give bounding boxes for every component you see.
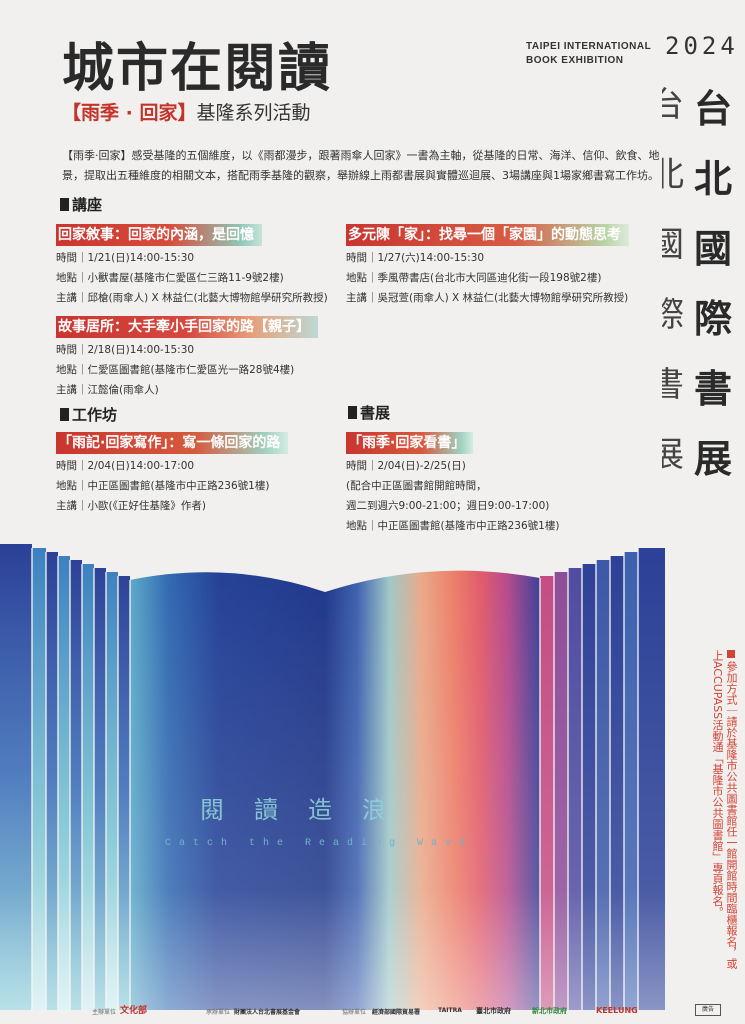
subtitle-rest: 基隆系列活動	[196, 102, 311, 124]
fair-en-line2: BOOK EXHIBITION	[526, 55, 624, 66]
book-fair-english-name: TAIPEI INTERNATIONAL BOOK EXHIBITION	[526, 40, 651, 68]
event-title: 「雨記·回家寫作」：寫一條回家的路	[56, 432, 289, 454]
vertical-char: 台	[693, 86, 732, 131]
event-host: 主講｜吳冠萱(雨傘人) X 林益仁(北藝大博物館學研究所教授)	[346, 292, 629, 304]
moc-logo: 文化部	[120, 1006, 148, 1016]
vertical-char-row: 展展	[662, 420, 732, 490]
vertical-char-row: 台台	[662, 70, 732, 140]
event-time: 時間｜2/18(日)14:00-15:30	[56, 344, 195, 356]
vertical-char-row: 國國	[662, 210, 732, 280]
event-card: 「雨季·回家看書」 時間｜2/04(日)-2/25(日) (配合中正區圖書館開館…	[346, 432, 559, 536]
motto-english: Catch the Reading Wave	[165, 838, 474, 849]
boft-logo: 經濟部國際貿易署	[372, 1009, 421, 1016]
fair-year: 2024	[665, 32, 739, 60]
vertical-char: 書	[693, 366, 732, 411]
square-bullet-icon	[727, 650, 735, 658]
organizer-label: 主辦單位	[92, 1009, 117, 1016]
ntpc-logo: 新北市政府	[532, 1007, 567, 1015]
fair-en-line1: TAIPEI INTERNATIONAL	[526, 41, 652, 52]
poster-title: 城市在閱讀	[62, 39, 333, 99]
half-char: 台	[662, 85, 686, 125]
half-char-glyph: 際	[662, 295, 684, 335]
section-heading-exhibition: 書展	[348, 402, 390, 423]
event-title: 「雨季·回家看書」	[346, 432, 474, 454]
taipei-gov-logo: 臺北市政府	[476, 1007, 511, 1015]
half-char-glyph: 國	[662, 225, 684, 265]
half-char-glyph: 台	[662, 85, 684, 125]
vertical-char: 北	[693, 156, 732, 201]
half-char: 書	[662, 365, 686, 405]
event-place: 地點｜中正區圖書館(基隆市中正路236號1樓)	[346, 520, 560, 532]
keelung-logo: KEELUNG	[596, 1006, 638, 1015]
half-char-glyph: 北	[662, 155, 684, 195]
executor-label: 承辦單位	[206, 1009, 231, 1016]
event-host: 主講｜邱槍(雨傘人) X 林益仁(北藝大博物館學研究所教授)	[56, 292, 328, 304]
section-heading-lectures: 講座	[60, 194, 102, 215]
event-time: 時間｜2/04(日)14:00-17:00	[56, 460, 195, 472]
event-time: 時間｜1/27(六)14:00-15:30	[346, 252, 485, 264]
half-char: 展	[662, 435, 686, 475]
intro-paragraph: 【雨季‧回家】感受基隆的五個維度，以《雨都漫步，跟著雨傘人回家》一書為主軸，從基…	[62, 149, 660, 182]
event-title: 多元陳「家」：找尋一個「家園」的動態思考	[346, 224, 629, 246]
event-card: 回家敘事：回家的內涵，是回憶 時間｜1/21(日)14:00-15:30 地點｜…	[56, 224, 328, 308]
event-note: 週二到週六9:00-21:00；週日9:00-17:00)	[346, 500, 550, 512]
event-card: 故事居所：大手牽小手回家的路【親子】 時間｜2/18(日)14:00-15:30…	[56, 316, 318, 400]
poster-subtitle: 【雨季 · 回家】基隆系列活動	[62, 98, 310, 125]
event-card: 多元陳「家」：找尋一個「家園」的動態思考 時間｜1/27(六)14:00-15:…	[346, 224, 629, 308]
event-place: 地點｜季風帶書店(台北市大同區迪化街一段198號2樓)	[346, 272, 602, 284]
event-place: 地點｜仁愛區圖書館(基隆市仁愛區光一路28號4樓)	[56, 364, 295, 376]
section-heading-text: 書展	[360, 404, 391, 422]
section-heading-text: 講座	[72, 196, 103, 214]
registration-note-text: 參加方式｜請於基隆市公共圖書館任一館開館時間臨櫃報名，或上ACCUPASS活動通…	[711, 650, 738, 969]
section-heading-text: 工作坊	[72, 406, 118, 424]
event-host: 主講｜小歐(《正好住基隆》作者)	[56, 500, 206, 512]
open-book-gradient-art	[0, 530, 665, 1010]
half-char-glyph: 展	[662, 435, 684, 475]
vertical-char-row: 際際	[662, 280, 732, 350]
event-title: 回家敘事：回家的內涵，是回憶	[56, 224, 262, 246]
registration-note: 參加方式｜請於基隆市公共圖書館任一館開館時間臨櫃報名，或上ACCUPASS活動通…	[668, 650, 738, 970]
event-title: 故事居所：大手牽小手回家的路【親子】	[56, 316, 318, 338]
event-place: 地點｜小獸書屋(基隆市仁愛區仁三路11-9號2樓)	[56, 272, 284, 284]
ad-stamp: 廣告	[695, 1004, 721, 1016]
section-heading-workshop: 工作坊	[60, 404, 117, 425]
taitra-logo: TAITRA	[438, 1007, 462, 1014]
vertical-char: 國	[693, 226, 732, 271]
half-char: 際	[662, 295, 686, 335]
fair-vertical-title: 台台 北北 國國 際際 書書 展展	[662, 70, 732, 490]
event-card: 「雨記·回家寫作」：寫一條回家的路 時間｜2/04(日)14:00-17:00 …	[56, 432, 289, 516]
tbpf-logo: 財團法人台北書展基金會	[234, 1009, 301, 1016]
half-char: 國	[662, 225, 686, 265]
event-time: 時間｜1/21(日)14:00-15:30	[56, 252, 195, 264]
motto-chinese: 閱讀造浪	[200, 796, 416, 824]
square-bullet-icon	[60, 198, 69, 211]
vertical-char-row: 北北	[662, 140, 732, 210]
event-note: (配合中正區圖書館開館時間，	[346, 480, 487, 492]
cosponsor-label: 協辦單位	[342, 1009, 367, 1016]
event-place: 地點｜中正區圖書館(基隆市中正路236號1樓)	[56, 480, 270, 492]
half-char-glyph: 書	[662, 365, 684, 405]
half-char: 北	[662, 155, 686, 195]
event-time: 時間｜2/04(日)-2/25(日)	[346, 460, 466, 472]
sponsor-footer: 主辦單位 文化部 承辦單位 財團法人台北書展基金會 協辦單位 經濟部國際貿易署 …	[0, 998, 745, 1024]
event-host: 主講｜江懿倫(雨傘人)	[56, 384, 159, 396]
subtitle-highlight: 【雨季 · 回家】	[62, 102, 197, 124]
square-bullet-icon	[348, 406, 357, 419]
vertical-char: 展	[693, 436, 732, 481]
square-bullet-icon	[60, 408, 69, 421]
vertical-char-row: 書書	[662, 350, 732, 420]
vertical-char: 際	[693, 296, 732, 341]
